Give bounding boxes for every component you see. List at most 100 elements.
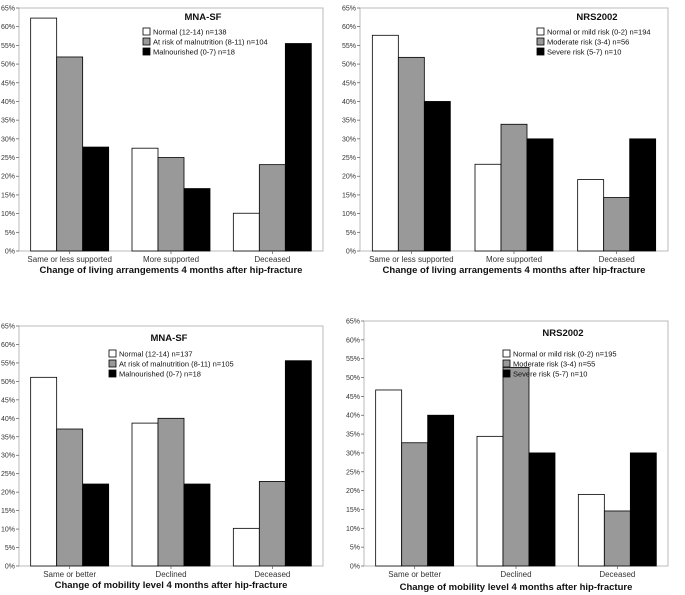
legend-swatch	[142, 47, 151, 56]
chart-panel-1: 0% 5% 10% 15% 20% 25% 30% 35% 40% 45% 50% 55% 60% 65%…	[1, 6, 324, 276]
bar-1-3	[232, 212, 260, 252]
y-tick-label: 0%	[5, 564, 15, 571]
legend-label: At risk of malnutrition (8-11) n=104	[153, 38, 268, 47]
legend-label: Moderate risk (3-4) n=55	[513, 360, 595, 369]
bar-2-3	[603, 197, 631, 252]
y-tick-label: 30%	[342, 136, 356, 143]
y-tick-label: 20%	[346, 488, 360, 495]
bar-3-3	[629, 138, 657, 252]
y-tick-label: 30%	[1, 136, 15, 143]
legend-swatch	[108, 349, 117, 358]
y-tick-label: 50%	[346, 375, 360, 382]
chart-panel-3: 0% 5% 10% 15% 20% 25% 30% 35% 40% 45% 50% 55% 60% 65%…	[1, 324, 324, 591]
category-label: Same or better	[43, 570, 96, 579]
bar-1-3	[577, 179, 605, 252]
y-tick-label: 15%	[1, 192, 15, 199]
bar-3-3	[629, 452, 657, 567]
y-tick-label: 55%	[346, 356, 360, 363]
bar-1-3	[577, 493, 605, 567]
bar-1-2	[474, 163, 502, 252]
category-label: Deceased	[254, 255, 290, 264]
y-tick-label: 50%	[1, 379, 15, 386]
legend-swatch	[502, 359, 511, 368]
y-tick-label: 40%	[342, 99, 356, 106]
legend-swatch	[502, 349, 511, 358]
y-tick-label: 65%	[1, 324, 15, 331]
legend: Normal or mild risk (0-2) n=194Moderate …	[536, 27, 651, 57]
y-tick-label: 25%	[346, 469, 360, 476]
y-tick-label: 50%	[1, 62, 15, 69]
bar-2-3	[258, 481, 286, 567]
legend-label: Moderate risk (3-4) n=56	[547, 38, 629, 47]
y-tick-label: 35%	[342, 118, 356, 125]
y-tick-label: 25%	[1, 155, 15, 162]
category-label: Declined	[155, 570, 186, 579]
category-label: Deceased	[254, 570, 290, 579]
y-tick-label: 25%	[1, 471, 15, 478]
category-label: Same or less supported	[369, 255, 454, 264]
y-tick-label: 0%	[5, 249, 15, 256]
y-tick-label: 20%	[342, 174, 356, 181]
y-tick-label: 15%	[346, 507, 360, 514]
bar-2-2	[157, 157, 185, 252]
legend-label: Severe risk (5-7) n=10	[513, 370, 587, 379]
bar-3-2	[528, 452, 556, 567]
y-tick-label: 65%	[1, 6, 15, 13]
y-tick-label: 60%	[1, 24, 15, 31]
legend-swatch	[142, 37, 151, 46]
y-tick-label: 20%	[1, 490, 15, 497]
bar-2-1	[401, 442, 429, 567]
legend: Normal or mild risk (0-2) n=195Moderate …	[502, 349, 617, 379]
y-tick-label: 30%	[346, 450, 360, 457]
y-tick-label: 45%	[342, 80, 356, 87]
bar-2-2	[500, 123, 528, 252]
bar-2-2	[157, 417, 185, 567]
y-tick-label: 5%	[350, 545, 360, 552]
legend-swatch	[502, 369, 511, 378]
y-tick-label: 60%	[346, 337, 360, 344]
category-label: Declined	[500, 570, 531, 579]
y-tick-label: 15%	[1, 508, 15, 515]
x-axis-label: Change of mobility level 4 months after …	[55, 580, 288, 591]
category-label: More supported	[143, 255, 199, 264]
category-label: Same or better	[388, 570, 441, 579]
category-label: More supported	[486, 255, 542, 264]
legend-label: Normal or mild risk (0-2) n=194	[547, 28, 651, 37]
y-tick-label: 10%	[342, 211, 356, 218]
bar-1-2	[131, 147, 159, 252]
bar-2-2	[502, 366, 530, 567]
x-axis-label: Change of living arrangements 4 months a…	[383, 265, 646, 276]
bar-2-3	[258, 164, 286, 252]
chart-panel-2: 0% 5% 10% 15% 20% 25% 30% 35% 40% 45% 50% 55% 60% 65%…	[342, 6, 669, 276]
y-tick-label: 5%	[5, 545, 15, 552]
bar-3-1	[82, 146, 110, 252]
legend-swatch	[108, 369, 117, 378]
y-tick-label: 20%	[1, 174, 15, 181]
bar-3-3	[284, 360, 312, 567]
y-tick-label: 15%	[342, 192, 356, 199]
y-tick-label: 10%	[1, 211, 15, 218]
y-tick-label: 30%	[1, 453, 15, 460]
y-tick-label: 5%	[5, 230, 15, 237]
y-tick-label: 60%	[1, 342, 15, 349]
y-tick-label: 0%	[350, 564, 360, 571]
bar-3-2	[526, 138, 554, 252]
x-axis-label: Change of living arrangements 4 months a…	[40, 265, 303, 276]
y-tick-label: 35%	[1, 118, 15, 125]
bar-1-1	[371, 34, 399, 252]
legend-swatch	[536, 47, 545, 56]
y-tick-label: 55%	[1, 360, 15, 367]
bar-2-1	[56, 56, 84, 252]
y-tick-label: 65%	[346, 319, 360, 326]
legend-swatch	[536, 27, 545, 36]
legend-label: At risk of malnutrition (8-11) n=105	[119, 360, 234, 369]
y-tick-label: 35%	[346, 432, 360, 439]
bar-3-1	[427, 414, 455, 567]
chart-title: NRS2002	[542, 328, 583, 339]
bar-3-2	[183, 188, 211, 252]
bar-2-1	[56, 428, 84, 567]
y-tick-label: 65%	[342, 6, 356, 13]
bar-2-3	[603, 510, 631, 567]
